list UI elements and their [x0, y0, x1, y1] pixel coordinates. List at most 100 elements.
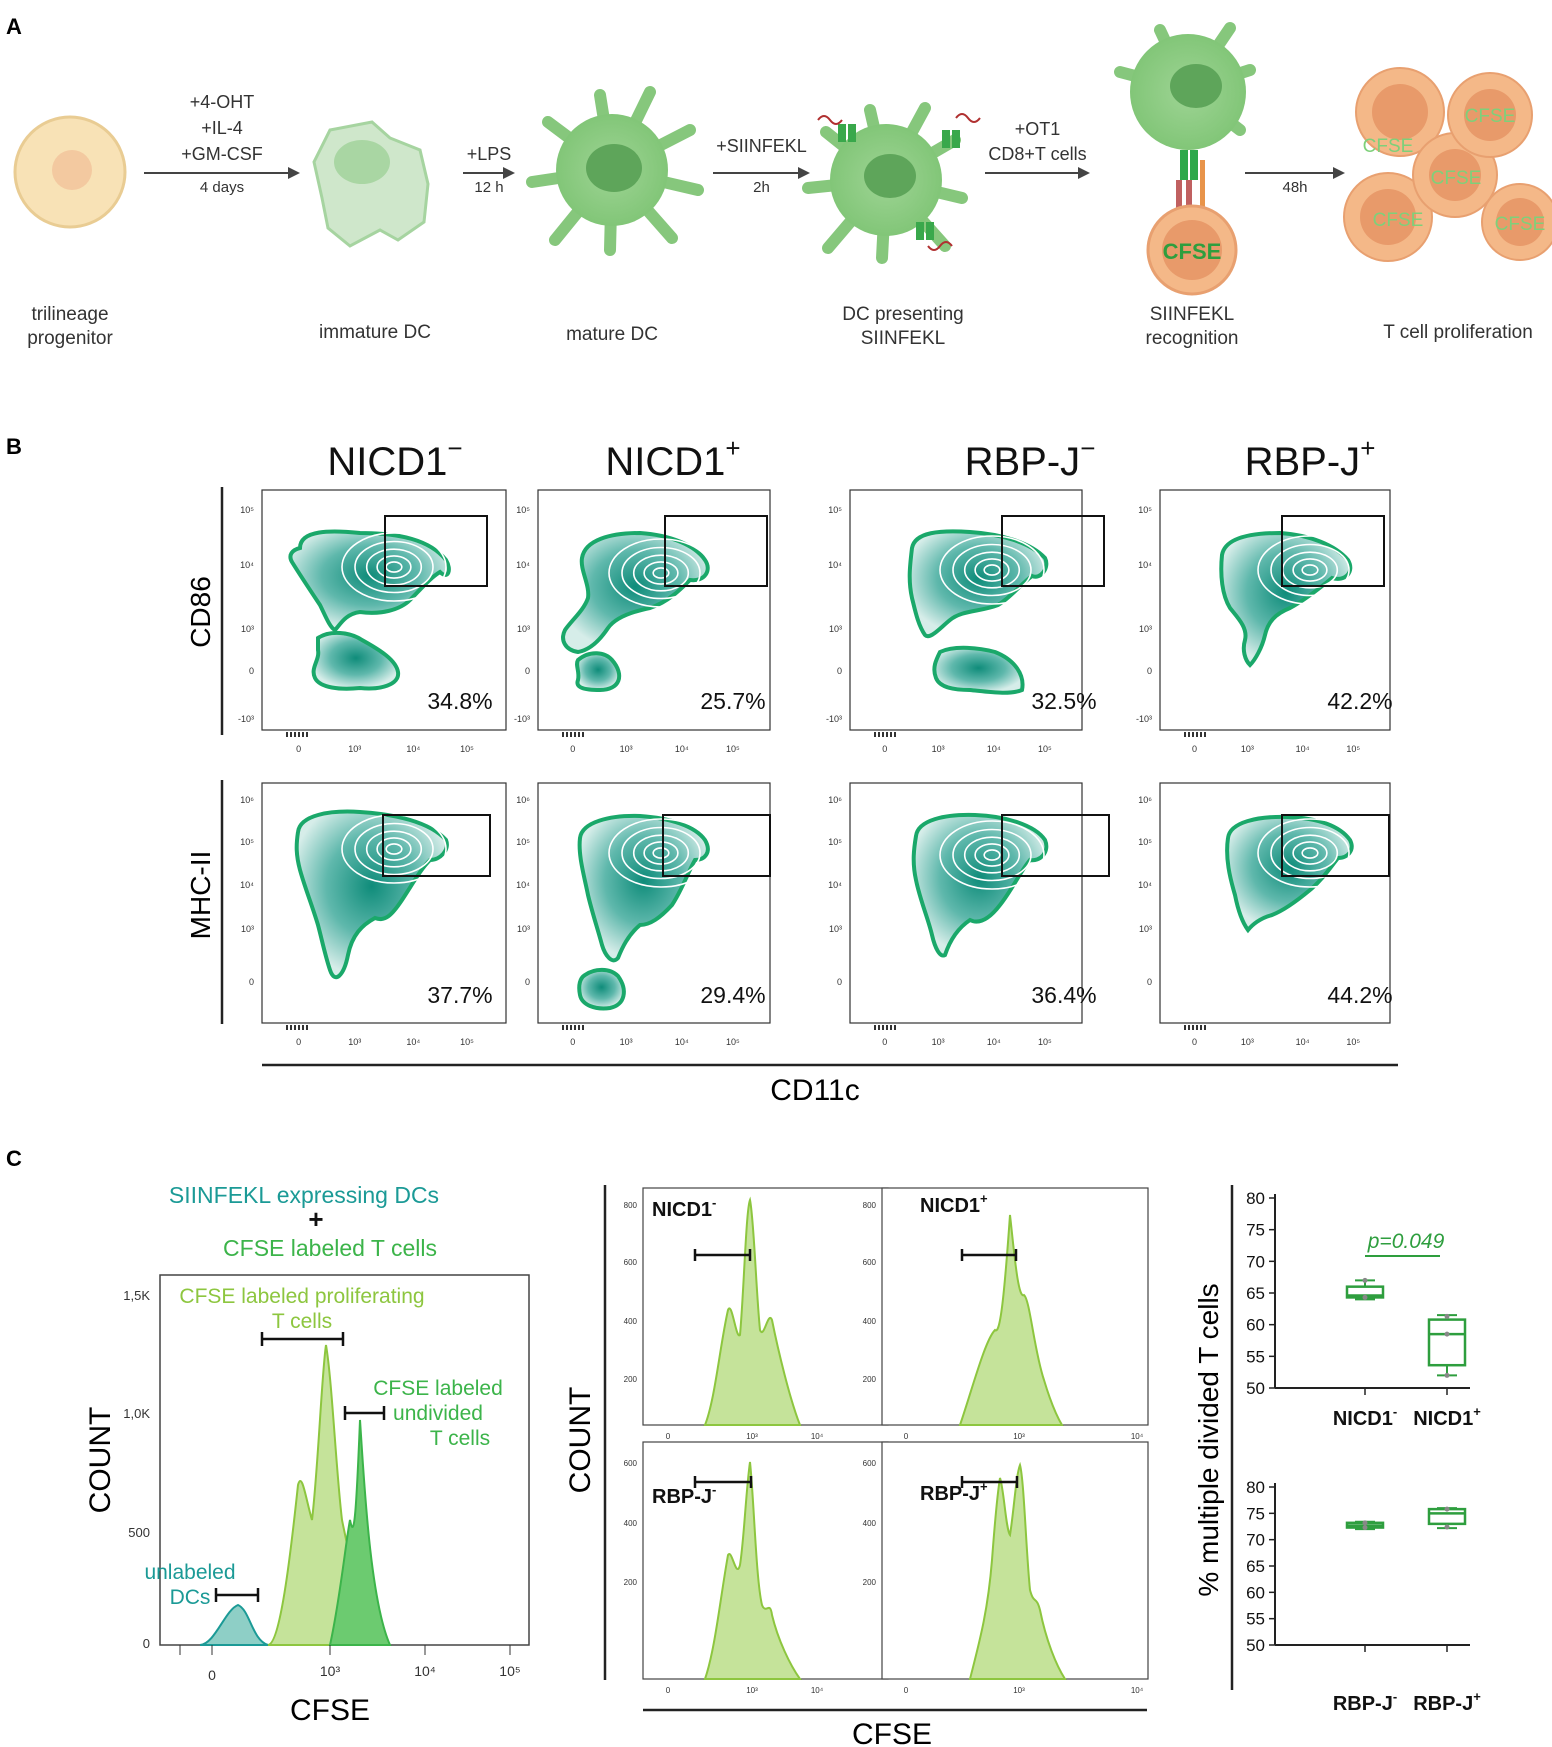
flow-contour-ring-0 — [608, 818, 714, 888]
flow-axis-mark — [286, 732, 288, 737]
flow-ytick: 10⁴ — [516, 880, 530, 890]
gate-percentage: 25.7% — [700, 688, 765, 714]
left-xtick-4: 10⁵ — [499, 1663, 520, 1679]
recognition-cells: CFSE — [1114, 22, 1256, 296]
flow-plot-r0-c0: 34.8% 10⁵ 10⁴ 10³ 0 -10³ 0 10³ 10⁴ 10⁵ — [238, 489, 507, 754]
gate-undiv-line1: CFSE labeled — [373, 1377, 503, 1400]
boxplot-ytick-label: 75 — [1246, 1221, 1265, 1240]
flow-xtick: 10⁴ — [406, 744, 420, 754]
box-0-0: NICD1- — [1333, 1277, 1397, 1430]
flow-contour-ring-0 — [1257, 818, 1363, 888]
boxplot-ytick-label: 50 — [1246, 1379, 1265, 1398]
boxplot-ytick-label: 65 — [1246, 1557, 1265, 1576]
mini-hist-0: NICD1- 800 600 400 200 0 10³ 10⁴ — [624, 1187, 889, 1441]
gate-dc-line1: unlabeled — [144, 1561, 235, 1584]
flow-axis-mark — [582, 1025, 584, 1030]
boxplot-ytick-label: 60 — [1246, 1316, 1265, 1335]
gate-undiv-line3: T cells — [430, 1427, 490, 1450]
flow-xtick: 0 — [882, 744, 887, 754]
mini-hist-xtick: 10⁴ — [811, 1432, 824, 1441]
flow-axis-mark — [562, 1025, 564, 1030]
column-header-sign-2: − — [1080, 433, 1095, 463]
box-ylabel: % multiple divided T cells — [1193, 1283, 1224, 1596]
flow-axis-mark — [894, 1025, 896, 1030]
mini-hist-label-sign: - — [712, 1195, 716, 1210]
boxplot-ytick-label: 55 — [1246, 1610, 1265, 1629]
left-xtick-3: 10⁴ — [414, 1663, 436, 1679]
flow-ytick: 10⁵ — [828, 837, 842, 847]
mini-hist-ytick: 400 — [624, 1519, 638, 1528]
boxplot-0: 50 55 60 65 70 75 80 NICD1- NICD1+ p=0.049 — [1246, 1189, 1481, 1430]
arrow-3-top-1: CD8+T cells — [988, 144, 1086, 164]
arrow-0-top-1: +IL-4 — [201, 118, 243, 138]
left-ytick-2: 1,0K — [123, 1406, 150, 1421]
flow-plot-r0-c3: 42.2% 10⁵ 10⁴ 10³ 0 -10³ 0 10³ 10⁴ 10⁵ — [1136, 489, 1393, 754]
boxplot-ytick-label: 55 — [1246, 1347, 1265, 1366]
left-ytick-3: 500 — [128, 1525, 150, 1540]
box-point — [1444, 1372, 1450, 1378]
flow-axis-mark — [1188, 732, 1190, 737]
mini-hist-ytick: 600 — [624, 1459, 638, 1468]
flow-contour-ring-1 — [354, 822, 434, 876]
mature-dc-cell — [526, 86, 704, 256]
flow-contour-ring-4 — [652, 567, 670, 579]
title-cfse: CFSE labeled T cells — [223, 1235, 437, 1261]
flow-ytick: 10³ — [517, 924, 530, 934]
flow-axis-mark — [578, 1025, 580, 1030]
mini-hist-xtick: 10³ — [1013, 1432, 1025, 1441]
flow-xtick: 10⁵ — [726, 744, 740, 754]
mini-hist-ytick: 600 — [863, 1258, 877, 1267]
flow-gate — [382, 814, 491, 877]
flow-xtick: 10⁵ — [1038, 1037, 1052, 1047]
box-point — [1362, 1525, 1368, 1531]
mini-hist-label-0: NICD1- — [652, 1195, 716, 1221]
arrow-2-top-0: +SIINFEKL — [716, 136, 807, 156]
flow-gate — [664, 515, 768, 587]
gate-percentage: 32.5% — [1031, 688, 1096, 714]
flow-xtick: 0 — [882, 1037, 887, 1047]
flow-gate — [1001, 814, 1110, 877]
flow-axis-mark — [1192, 1025, 1194, 1030]
flow-axis-mark — [290, 1025, 292, 1030]
left-ytick-1: 1,5K — [123, 1288, 150, 1303]
panel-c-right-boxplots: % multiple divided T cells 50 55 60 65 70 75 8… — [1193, 1185, 1481, 1715]
gate-percentage: 37.7% — [427, 982, 492, 1008]
flow-contour-ring-1 — [621, 826, 701, 880]
flow-ytick: 0 — [525, 977, 530, 987]
panel-a-stage-labels: trilineage progenitor immature DC mature DC… — [27, 304, 1533, 349]
box-point — [1444, 1524, 1450, 1530]
arrow-1-bottom: 12 h — [474, 179, 503, 196]
mid-xlabel: CFSE — [852, 1718, 932, 1747]
box-category-label: NICD1+ — [1413, 1404, 1481, 1430]
flow-axis-mark — [302, 1025, 304, 1030]
flow-ytick: 0 — [249, 666, 254, 676]
column-header-sign-3: + — [1360, 433, 1375, 463]
stage-label-3-line2: SIINFEKL — [861, 328, 945, 349]
flow-ytick: 10⁵ — [1138, 837, 1152, 847]
flow-axis-mark — [286, 1025, 288, 1030]
mini-hist-xtick: 0 — [904, 1432, 909, 1441]
flow-ytick: 0 — [1147, 666, 1152, 676]
mini-hist-xtick: 10³ — [1013, 1686, 1025, 1695]
title-plus: + — [308, 1204, 323, 1234]
arrow-2-bottom: 2h — [753, 179, 770, 196]
mini-hist-label-sign: + — [980, 1191, 988, 1206]
flow-ytick: 10³ — [241, 624, 254, 634]
flow-axis-mark — [294, 732, 296, 737]
flow-contour-ring-0 — [939, 820, 1045, 890]
column-header-0: NICD1− — [327, 433, 462, 484]
box-point — [1444, 1506, 1450, 1512]
flow-axis-mark — [574, 732, 576, 737]
mini-hist-label-sign: - — [712, 1482, 716, 1497]
flow-xtick: 0 — [570, 1037, 575, 1047]
flow-plot-r0-c2: 32.5% 10⁵ 10⁴ 10³ 0 -10³ 0 10³ 10⁴ 10⁵ — [826, 489, 1105, 754]
flow-ytick: 10³ — [1139, 624, 1152, 634]
mhcii-axis-label: MHC-II — [185, 851, 216, 940]
column-header-sign-1: + — [725, 433, 740, 463]
arrow-head-3 — [1078, 167, 1090, 179]
flow-xtick: 10⁵ — [1038, 744, 1052, 754]
flow-ytick: -10³ — [514, 714, 530, 724]
gate-prolif-line2: T cells — [272, 1310, 332, 1333]
panel-a-label: A — [6, 14, 22, 39]
